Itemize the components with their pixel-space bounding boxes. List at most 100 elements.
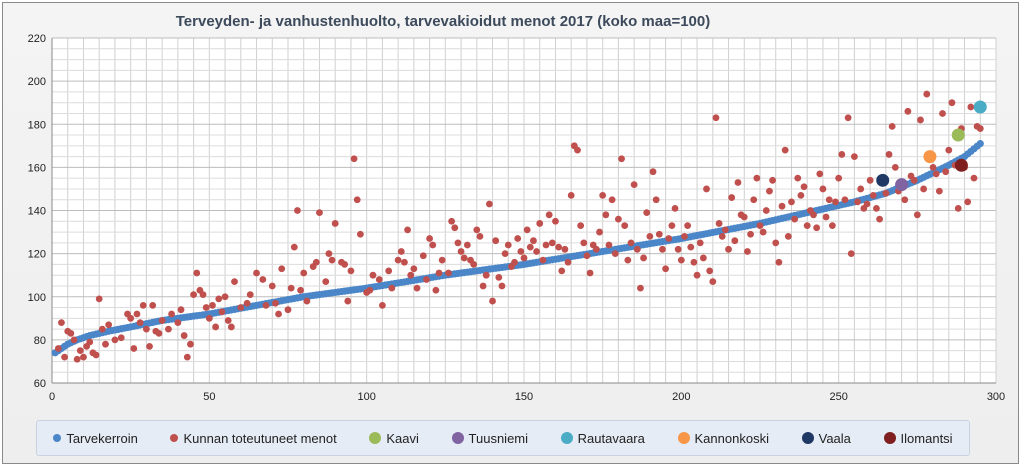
point-kunnan-menot — [539, 256, 547, 264]
point-kunnan-menot — [253, 269, 260, 277]
point-kunnan-menot — [463, 241, 471, 249]
point-kunnan-menot — [139, 301, 147, 309]
point-kunnan-menot — [325, 250, 333, 258]
point-ilomantsi — [954, 158, 968, 172]
point-kunnan-menot — [517, 248, 525, 255]
point-kunnan-menot — [744, 248, 751, 255]
point-kunnan-menot — [954, 204, 962, 212]
point-kunnan-menot — [948, 99, 956, 107]
point-kunnan-menot — [913, 211, 921, 219]
point-kunnan-menot — [964, 198, 972, 206]
point-kunnan-menot — [696, 239, 704, 247]
point-kunnan-menot — [202, 304, 210, 311]
legend-label: Rautavaara — [577, 430, 645, 446]
point-kunnan-menot — [564, 258, 572, 266]
point-kunnan-menot — [86, 338, 94, 346]
point-kunnan-menot — [356, 230, 364, 238]
point-kunnan-menot — [272, 299, 279, 307]
point-kunnan-menot — [929, 163, 937, 171]
point-kunnan-menot — [149, 301, 157, 309]
point-kunnan-menot — [498, 282, 506, 290]
point-kunnan-menot — [451, 224, 459, 232]
point-kunnan-menot — [655, 230, 663, 238]
y-tick-label: 100 — [28, 292, 46, 304]
point-kunnan-menot — [473, 226, 481, 234]
point-kunnan-menot — [54, 345, 62, 352]
point-kunnan-menot — [586, 269, 594, 277]
legend-item: Tarvekerroin — [53, 431, 138, 446]
legend-marker — [560, 432, 573, 444]
point-kunnan-menot — [854, 198, 861, 206]
point-kunnan-menot — [426, 235, 433, 242]
point-kunnan-menot — [832, 198, 839, 206]
point-kunnan-menot — [674, 245, 682, 253]
point-kunnan-menot — [227, 323, 235, 331]
point-kunnan-menot — [652, 196, 660, 204]
point-kunnan-menot — [668, 222, 676, 229]
legend-label: Ilomantsi — [900, 430, 953, 446]
y-tick-label: 80 — [34, 335, 46, 347]
point-kunnan-menot — [759, 228, 767, 236]
point-kunnan-menot — [728, 194, 736, 201]
point-kunnan-menot — [876, 215, 883, 223]
point-kunnan-menot — [923, 90, 931, 98]
point-kunnan-menot — [671, 204, 679, 212]
point-kunnan-menot — [643, 209, 651, 217]
x-tick-label: 0 — [49, 391, 55, 403]
point-kunnan-menot — [781, 146, 789, 154]
point-kunnan-menot — [577, 222, 585, 229]
point-kunnan-menot — [117, 334, 125, 342]
point-kunnan-menot — [904, 107, 912, 115]
point-kunnan-menot — [454, 239, 462, 247]
x-tick-label: 50 — [203, 391, 215, 403]
y-tick-label: 120 — [28, 249, 46, 261]
point-kunnan-menot — [401, 258, 408, 266]
point-kunnan-menot — [448, 217, 456, 225]
point-kunnan-menot — [259, 276, 267, 283]
point-kunnan-menot — [775, 258, 783, 266]
point-kunnan-menot — [769, 176, 776, 184]
point-kunnan-menot — [297, 286, 304, 294]
point-kunnan-menot — [180, 332, 188, 339]
point-kunnan-menot — [413, 284, 421, 292]
point-kunnan-menot — [810, 211, 817, 219]
point-kunnan-menot — [939, 110, 946, 117]
point-kunnan-menot — [341, 261, 349, 268]
point-kunnan-menot — [193, 269, 201, 277]
point-kunnan-menot — [731, 237, 739, 245]
point-kannonkoski — [923, 150, 937, 164]
point-kunnan-menot — [844, 114, 852, 122]
point-kunnan-menot — [221, 293, 229, 301]
y-tick-label: 220 — [28, 33, 46, 45]
point-kunnan-menot — [753, 174, 761, 182]
x-tick-label: 200 — [672, 391, 690, 403]
point-kunnan-menot — [67, 330, 75, 337]
point-kunnan-menot — [621, 222, 629, 229]
point-tarvekerroin — [976, 140, 984, 148]
point-kunnan-menot — [891, 163, 899, 171]
point-kunnan-menot — [495, 273, 503, 281]
point-kunnan-menot — [869, 192, 877, 199]
point-kunnan-menot — [866, 176, 874, 184]
chart-title: Terveyden- ja vanhustenhuolto, tarvevaki… — [175, 13, 711, 30]
point-kunnan-menot — [863, 200, 871, 208]
point-kunnan-menot — [429, 241, 437, 249]
point-kunnan-menot — [624, 256, 632, 264]
point-kunnan-menot — [130, 345, 138, 352]
point-kunnan-menot — [322, 278, 330, 286]
point-kunnan-menot — [828, 222, 836, 229]
point-kunnan-menot — [438, 256, 446, 264]
point-kunnan-menot — [80, 353, 87, 361]
point-kunnan-menot — [605, 241, 613, 249]
point-kunnan-menot — [243, 299, 251, 307]
point-kunnan-menot — [851, 153, 858, 160]
point-kunnan-menot — [146, 342, 153, 350]
point-kunnan-menot — [602, 211, 610, 219]
point-kunnan-menot — [423, 276, 430, 283]
point-kunnan-menot — [212, 323, 220, 331]
point-kunnan-menot — [482, 271, 490, 279]
point-kunnan-menot — [224, 317, 232, 324]
point-tuusniemi — [895, 178, 909, 192]
point-kunnan-menot — [917, 116, 924, 124]
point-kunnan-menot — [460, 254, 468, 262]
